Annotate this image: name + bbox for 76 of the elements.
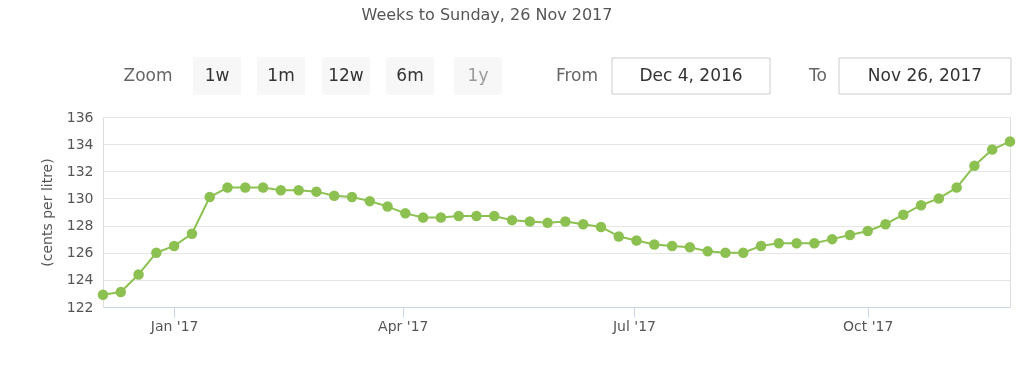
point [684, 242, 696, 253]
point [737, 247, 749, 258]
point [133, 269, 144, 280]
y-tick-label: 134 [66, 135, 94, 152]
point [435, 212, 447, 223]
text: Nov 26, 2017 [867, 65, 983, 85]
point [898, 209, 909, 220]
point [346, 191, 358, 203]
point [986, 144, 998, 155]
point [933, 193, 945, 204]
point [400, 208, 411, 219]
point [328, 190, 340, 201]
point [951, 182, 962, 193]
text: 12w [328, 65, 364, 85]
point [969, 160, 980, 172]
point [471, 210, 482, 222]
point [240, 182, 251, 193]
point [186, 228, 198, 239]
y-tick-label: 126 [66, 244, 94, 261]
point [613, 231, 624, 242]
x-tick-label: Jul '17 [611, 317, 656, 334]
chart-title: Weeks to Sunday, 26 Nov 2017 [361, 5, 613, 24]
point [560, 216, 571, 227]
y-tick-label: 122 [66, 298, 94, 315]
y-tick-label: 130 [66, 189, 94, 206]
point [453, 210, 464, 222]
point [862, 225, 873, 237]
point [915, 199, 927, 211]
y-tick-label: 132 [66, 162, 94, 179]
point [755, 240, 767, 252]
point [151, 247, 162, 258]
point [115, 286, 127, 298]
y-tick-label: 128 [66, 217, 94, 234]
point [1004, 136, 1016, 147]
point [809, 237, 820, 249]
text: Zoom [123, 65, 173, 85]
point [257, 182, 269, 193]
text: 6m [396, 65, 424, 85]
x-tick-label: Oct '17 [843, 317, 894, 334]
text: 1y [467, 65, 489, 85]
point [631, 235, 642, 246]
point [649, 239, 660, 250]
point [311, 186, 322, 197]
point [702, 246, 713, 257]
point [364, 195, 376, 207]
point [720, 247, 731, 258]
text: 1w [204, 65, 230, 85]
point [222, 182, 233, 193]
point [489, 210, 500, 222]
y-tick-label: 124 [66, 271, 94, 288]
point [168, 240, 180, 252]
point [542, 217, 553, 229]
point [382, 201, 393, 212]
point [666, 240, 678, 252]
point [97, 289, 109, 301]
point [880, 218, 891, 230]
point [275, 185, 287, 196]
point [524, 216, 536, 227]
point [773, 237, 785, 249]
point [595, 221, 607, 233]
point [204, 191, 215, 203]
point [791, 237, 802, 249]
point [417, 212, 429, 223]
point [844, 229, 856, 241]
point [506, 214, 518, 226]
text: From [555, 65, 599, 85]
point [293, 185, 304, 196]
text: To [808, 65, 827, 85]
x-tick-label: Apr '17 [378, 317, 429, 334]
point [577, 218, 589, 230]
text: Dec 4, 2016 [639, 65, 743, 85]
x-tick-label: Jan '17 [149, 317, 199, 334]
y-axis-title: (cents per litre) [38, 158, 55, 267]
text: 1m [267, 65, 295, 85]
point [826, 233, 838, 245]
y-tick-label: 136 [66, 108, 94, 125]
